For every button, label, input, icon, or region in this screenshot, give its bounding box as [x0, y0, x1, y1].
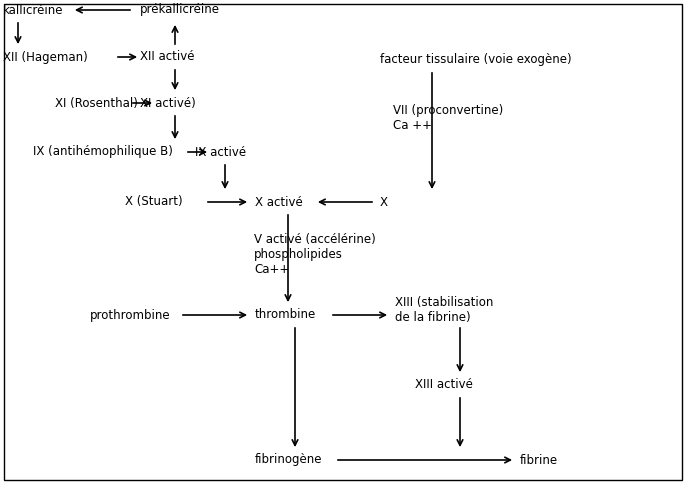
- Text: thrombine: thrombine: [255, 308, 316, 321]
- Text: XIII activé: XIII activé: [415, 378, 473, 392]
- Text: XIII (stabilisation
de la fibrine): XIII (stabilisation de la fibrine): [395, 296, 493, 324]
- Text: fibrine: fibrine: [520, 454, 558, 467]
- Text: IX activé: IX activé: [195, 146, 246, 158]
- Text: prékallicréine: prékallicréine: [140, 3, 220, 16]
- Text: X (Stuart): X (Stuart): [125, 196, 182, 209]
- Text: X: X: [380, 196, 388, 209]
- Text: XII activé: XII activé: [140, 50, 195, 63]
- Text: prothrombine: prothrombine: [90, 308, 171, 321]
- Text: XII (Hageman): XII (Hageman): [3, 50, 88, 63]
- Text: X activé: X activé: [255, 196, 303, 209]
- Text: VII (proconvertine)
Ca ++: VII (proconvertine) Ca ++: [393, 104, 504, 132]
- Text: fibrinogène: fibrinogène: [255, 454, 322, 467]
- Text: V activé (accélérine)
phospholipides
Ca++: V activé (accélérine) phospholipides Ca+…: [254, 233, 376, 276]
- Text: facteur tissulaire (voie exogène): facteur tissulaire (voie exogène): [380, 54, 571, 66]
- Text: XI (Rosenthal): XI (Rosenthal): [55, 96, 138, 109]
- Text: kallicréine: kallicréine: [3, 3, 64, 16]
- Text: XI activé): XI activé): [140, 96, 196, 109]
- Text: IX (antihémophilique B): IX (antihémophilique B): [33, 146, 173, 158]
